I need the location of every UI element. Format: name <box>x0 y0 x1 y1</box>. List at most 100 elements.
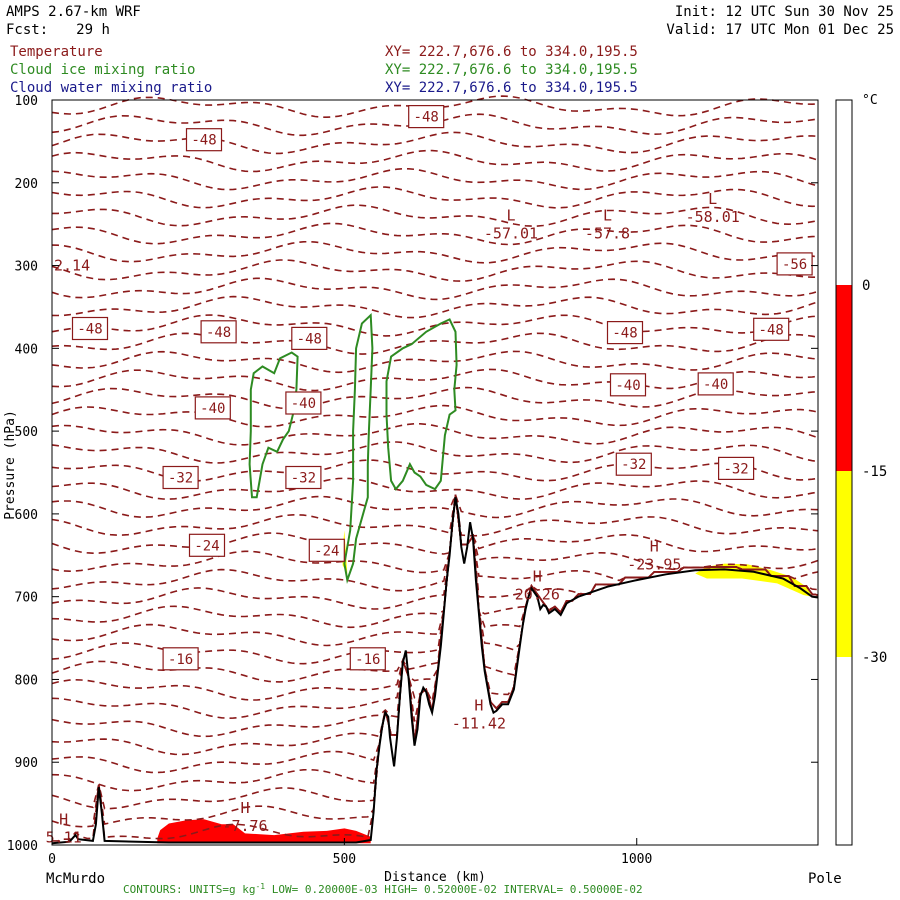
extremum-type-6: H <box>650 538 659 556</box>
extremum-value-4: -11.42 <box>452 715 506 733</box>
y-tick-label-0: 100 <box>15 94 38 109</box>
field-xy-temperature: XY= 222.7,676.6 to 334.0,195.5 <box>385 44 638 60</box>
extremum-type-0: L <box>506 206 515 224</box>
valid-time: Valid: 17 UTC Mon 01 Dec 25 <box>666 22 894 38</box>
temperature-contour-6 <box>52 204 819 227</box>
extremum-type-2: L <box>708 190 717 208</box>
temperature-contour-13 <box>51 332 819 355</box>
x-tick-label-1: 500 <box>333 852 356 867</box>
temperature-contour-7 <box>51 222 819 246</box>
contour-label-18: -16 <box>168 652 193 668</box>
contour-label-box-12 <box>162 465 199 490</box>
colorbar-band-1 <box>836 285 852 471</box>
contour-label-7: -48 <box>759 322 784 338</box>
y-tick-label-5: 600 <box>15 508 38 523</box>
model-title: AMPS 2.67-km WRF <box>6 4 141 20</box>
temperature-contour-23 <box>51 494 819 537</box>
contour-label-box-14 <box>615 452 652 476</box>
temperature-contour-17 <box>51 404 819 428</box>
y-tick-label-7: 800 <box>15 673 38 688</box>
contour-label-box-7 <box>753 317 790 341</box>
x-axis-title: Distance (km) <box>384 870 486 885</box>
field-name-temperature: Temperature <box>10 44 103 60</box>
temp-band-fill-0 <box>157 819 371 844</box>
contour-label-box-6 <box>606 321 644 345</box>
temperature-contour-24 <box>51 494 819 555</box>
extremum-type-3: H <box>240 799 249 817</box>
temperature-contour-31 <box>51 494 819 683</box>
contour-label-8: -40 <box>200 401 225 417</box>
temperature-contour-3 <box>51 149 819 173</box>
axes-group: 100 200 300 400 500 600 700 800 900 1000 0 500 1000 <box>7 94 818 867</box>
temperature-contour-8 <box>51 240 819 264</box>
contour-label-5: -48 <box>297 331 322 347</box>
y-tick-label-4: 500 <box>15 425 38 440</box>
contour-label-box-19 <box>349 647 386 671</box>
contour-labels: -48 -48 -56 -48 -48 -48 -48 -48 -40 -40 -40 -40 -32 -… <box>46 104 813 847</box>
contour-label-10: -40 <box>615 378 640 394</box>
contour-label-box-13 <box>285 465 322 490</box>
plot-frame <box>51 99 819 846</box>
contour-label-box-18 <box>162 647 199 671</box>
temperature-contour-21 <box>51 477 819 500</box>
edge-label-0: 2.14 <box>54 257 90 275</box>
temperature-contour-19 <box>51 441 819 464</box>
contour-label-6: -48 <box>612 326 637 342</box>
y-tick-label-3: 400 <box>15 342 38 357</box>
extremum-value-6: -23.95 <box>627 556 681 574</box>
contour-label-box-9 <box>285 391 322 415</box>
colorbar: °C 0 -15 -30 <box>835 93 887 846</box>
field-name-cloud-water: Cloud water mixing ratio <box>10 80 213 96</box>
contour-label-4: -48 <box>206 325 231 341</box>
left-endpoint-label: McMurdo <box>46 871 105 887</box>
contour-label-14: -32 <box>621 457 646 473</box>
temperature-contour-5 <box>51 186 819 209</box>
temperature-contour-35 <box>51 494 819 756</box>
field-name-cloud-ice: Cloud ice mixing ratio <box>10 62 196 78</box>
cloud-ice-contour-2 <box>385 318 458 491</box>
temperature-band-fills <box>157 530 813 844</box>
x-tick-label-0: 0 <box>48 852 56 867</box>
right-endpoint-label: Pole <box>808 871 842 887</box>
cloud-ice-contours <box>248 312 458 585</box>
colorbar-tick-0: 0 <box>862 278 870 294</box>
contour-label-16: -24 <box>194 538 219 554</box>
contour-label-12: -32 <box>168 471 193 487</box>
contour-label-3: -48 <box>77 322 102 338</box>
field-xy-cloud-ice: XY= 222.7,676.6 to 334.0,195.5 <box>385 62 638 78</box>
temperature-contour-37 <box>51 494 819 792</box>
colorbar-tick-1: -15 <box>862 464 887 480</box>
y-tick-label-9: 1000 <box>7 839 38 854</box>
temperature-contour-14 <box>51 350 819 374</box>
contour-label-0: -48 <box>191 133 216 149</box>
colorbar-band-3 <box>836 657 852 845</box>
contour-label-9: -40 <box>291 396 316 412</box>
contour-label-box-17 <box>308 538 345 562</box>
temperature-contour-12 <box>51 314 819 337</box>
contour-label-11: -40 <box>703 377 728 393</box>
contour-info-superscript: -1 <box>255 882 265 891</box>
colorbar-unit: °C <box>862 93 878 108</box>
extremum-value-7: 5.11 <box>46 829 82 847</box>
extremum-type-5: H <box>533 567 542 585</box>
y-axis-title: Pressure (hPa) <box>3 410 18 520</box>
x-tick-label-2: 1000 <box>621 852 652 867</box>
temperature-contour-11 <box>51 295 819 319</box>
field-xy-cloud-water: XY= 222.7,676.6 to 334.0,195.5 <box>385 80 638 96</box>
y-tick-label-8: 900 <box>15 756 38 771</box>
temperature-contour-10 <box>51 277 819 301</box>
forecast-label: Fcst: 29 h <box>6 22 110 38</box>
temperature-contour-25 <box>51 494 819 574</box>
contour-label-19: -16 <box>355 652 380 668</box>
cloud-ice-contour-0 <box>248 351 299 499</box>
temperature-contour-4 <box>51 167 819 191</box>
temperature-contour-20 <box>51 459 819 482</box>
contour-info-range: LOW= 0.20000E-03 HIGH= 0.52000E-02 INTER… <box>265 883 643 896</box>
temperature-contour-2 <box>51 131 819 155</box>
contour-label-box-2 <box>776 252 813 276</box>
contour-label-13: -32 <box>291 471 316 487</box>
y-tick-label-6: 700 <box>15 591 38 606</box>
contour-label-box-8 <box>194 396 231 420</box>
temperature-contour-28 <box>51 494 819 629</box>
